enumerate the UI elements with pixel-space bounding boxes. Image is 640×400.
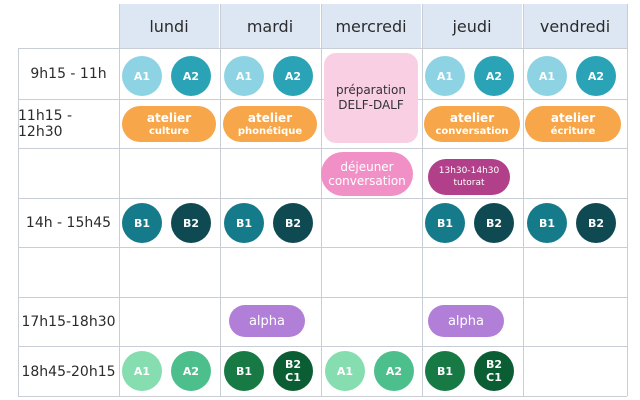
time-label-row2: 11h15 - 12h30 — [18, 108, 73, 140]
atelier-label: atelier — [449, 110, 495, 125]
dejeuner-label: déjeuner — [340, 160, 394, 174]
level-c1: C1 — [486, 371, 502, 384]
grid-line — [18, 48, 19, 396]
grid-line — [627, 4, 628, 396]
level-badge-b1: B1 — [224, 351, 264, 391]
grid-line — [18, 48, 627, 49]
level-b2: B2 — [485, 358, 503, 371]
grid-line — [18, 99, 627, 100]
header-mercredi: mercredi — [321, 4, 421, 48]
time-label-row4: 14h - 15h45 — [25, 215, 112, 231]
level-badge-b1: B1 — [224, 203, 264, 243]
atelier-conversation: atelier conversation — [424, 106, 520, 142]
time-label-row6: 17h15-18h30 — [21, 314, 116, 330]
preparation-label: préparation — [336, 83, 406, 97]
atelier-culture: atelier culture — [122, 106, 216, 142]
level-badge-b1: B1 — [425, 203, 465, 243]
grid-line — [18, 346, 627, 347]
grid-line — [321, 4, 322, 396]
level-c1: C1 — [285, 371, 301, 384]
level-badge-b2: B2 — [576, 203, 616, 243]
preparation-delf-dalf-block: préparation DELF-DALF — [324, 53, 418, 143]
level-badge-a2: A2 — [576, 56, 616, 96]
grid-line — [18, 148, 627, 149]
tutorat-block: 13h30-14h30 tutorat — [428, 159, 510, 195]
tutorat-time: 13h30-14h30 — [438, 166, 500, 176]
level-badge-b2: B2 — [273, 203, 313, 243]
conversation-label: conversation — [328, 174, 406, 188]
atelier-label: atelier — [146, 110, 192, 125]
level-badge-a1: A1 — [527, 56, 567, 96]
level-badge-b2: B2 — [171, 203, 211, 243]
atelier-ecriture: atelier écriture — [525, 106, 621, 142]
tutorat-label: tutorat — [453, 178, 485, 188]
grid-line — [18, 198, 627, 199]
level-badge-b1: B1 — [122, 203, 162, 243]
level-badge-a1: A1 — [425, 56, 465, 96]
header-mardi: mardi — [220, 4, 320, 48]
alpha-pill: alpha — [229, 305, 305, 337]
atelier-topic: écriture — [550, 125, 596, 137]
grid-line — [18, 247, 627, 248]
grid-line — [523, 4, 524, 396]
level-badge-a2: A2 — [171, 351, 211, 391]
atelier-topic: conversation — [435, 125, 509, 137]
level-badge-b2-c1: B2 C1 — [474, 351, 514, 391]
level-badge-a1: A1 — [224, 56, 264, 96]
atelier-topic: culture — [148, 125, 190, 137]
level-badge-a2: A2 — [171, 56, 211, 96]
level-badge-b2-c1: B2 C1 — [273, 351, 313, 391]
time-label-row1: 9h15 - 11h — [30, 66, 107, 82]
level-badge-a1: A1 — [325, 351, 365, 391]
atelier-topic: phonétique — [237, 125, 303, 137]
level-badge-b1: B1 — [425, 351, 465, 391]
dejeuner-conversation-block: déjeuner conversation — [321, 152, 413, 196]
header-lundi: lundi — [119, 4, 219, 48]
delf-dalf-label: DELF-DALF — [338, 98, 404, 112]
level-b2: B2 — [284, 358, 302, 371]
level-badge-a1: A1 — [122, 56, 162, 96]
level-badge-a2: A2 — [474, 56, 514, 96]
header-vendredi: vendredi — [523, 4, 627, 48]
level-badge-b2: B2 — [474, 203, 514, 243]
time-label-row7: 18h45-20h15 — [21, 363, 116, 380]
atelier-label: atelier — [247, 110, 293, 125]
level-badge-a2: A2 — [374, 351, 414, 391]
atelier-label: atelier — [550, 110, 596, 125]
level-badge-a2: A2 — [273, 56, 313, 96]
level-badge-a1: A1 — [122, 351, 162, 391]
header-jeudi: jeudi — [422, 4, 522, 48]
level-badge-b1: B1 — [527, 203, 567, 243]
alpha-pill: alpha — [428, 305, 504, 337]
atelier-phonetique: atelier phonétique — [223, 106, 317, 142]
grid-line — [220, 4, 221, 396]
grid-line — [119, 4, 120, 396]
grid-line — [422, 4, 423, 396]
grid-line — [18, 396, 627, 397]
grid-line — [18, 297, 627, 298]
